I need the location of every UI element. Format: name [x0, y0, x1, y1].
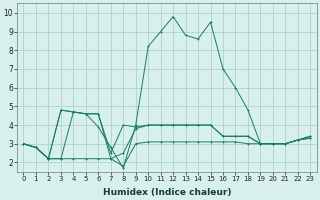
X-axis label: Humidex (Indice chaleur): Humidex (Indice chaleur) [103, 188, 231, 197]
